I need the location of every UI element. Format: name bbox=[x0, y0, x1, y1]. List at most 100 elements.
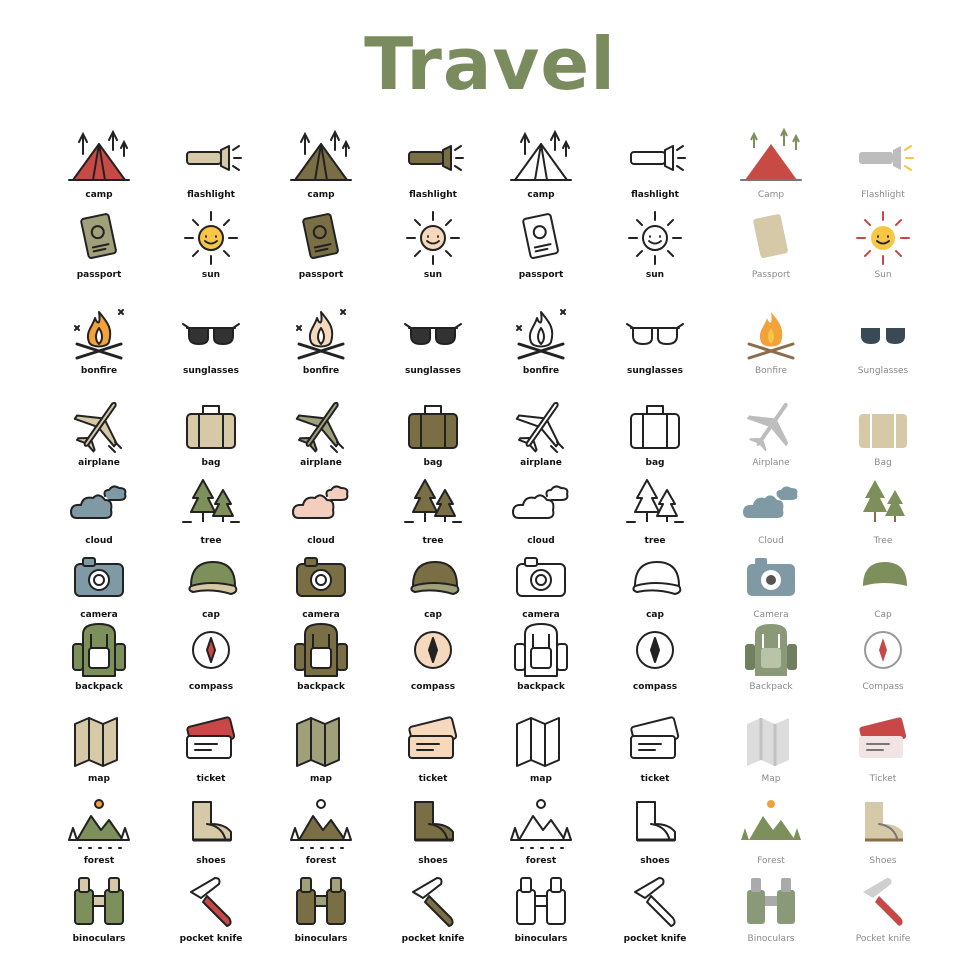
map-icon bbox=[747, 718, 789, 766]
icon-cell-passport-olive: passport bbox=[266, 208, 376, 290]
icon-cell-tree-outline: tree bbox=[600, 474, 710, 556]
icon-cell-sunglasses-colored: sunglasses bbox=[156, 304, 266, 386]
icon-label: shoes bbox=[418, 856, 448, 866]
icon-cell-binoculars-olive: binoculars bbox=[266, 872, 376, 954]
icon-label: forest bbox=[525, 856, 557, 866]
icon-cell-map-olive: map bbox=[266, 712, 376, 794]
icon-cell-shoes-outline: shoes bbox=[600, 794, 710, 876]
backpack-icon bbox=[745, 624, 797, 676]
icon-label: map bbox=[310, 774, 332, 784]
icon-label: shoes bbox=[640, 856, 670, 866]
pocket-knife-icon bbox=[190, 877, 232, 927]
icon-label: Compass bbox=[862, 682, 904, 692]
sunglasses-icon bbox=[626, 323, 684, 345]
icon-cell-flashlight-outline: flashlight bbox=[600, 128, 710, 210]
tree-icon bbox=[863, 480, 905, 522]
icon-cell-tree-flat: Tree bbox=[828, 474, 938, 556]
camp-icon bbox=[68, 129, 130, 181]
bag-icon bbox=[408, 405, 458, 449]
icon-label: Backpack bbox=[749, 682, 793, 692]
icon-label: sunglasses bbox=[183, 366, 239, 376]
icon-label: flashlight bbox=[631, 190, 679, 200]
icon-label: Cap bbox=[874, 610, 892, 620]
icon-cell-bonfire-flat: Bonfire bbox=[716, 304, 826, 386]
icon-cell-compass-colored: compass bbox=[156, 620, 266, 702]
icon-label: airplane bbox=[520, 458, 562, 468]
icon-cell-binoculars-colored: binoculars bbox=[44, 872, 154, 954]
icon-cell-ticket-olive: ticket bbox=[378, 712, 488, 794]
icon-label: forest bbox=[83, 856, 115, 866]
icon-label: bag bbox=[645, 458, 665, 468]
icon-cell-shoes-flat: Shoes bbox=[828, 794, 938, 876]
shoes-icon bbox=[636, 801, 676, 842]
icon-cell-flashlight-flat: Flashlight bbox=[828, 128, 938, 210]
icon-grid: camp flashlight camp flashlight camp fla… bbox=[44, 127, 940, 948]
cloud-icon bbox=[743, 486, 798, 518]
icon-label: Bag bbox=[874, 458, 892, 468]
cloud-icon bbox=[70, 485, 127, 519]
icon-label: shoes bbox=[196, 856, 226, 866]
icon-label: sunglasses bbox=[627, 366, 683, 376]
icon-label: bonfire bbox=[80, 366, 118, 376]
icon-label: sun bbox=[645, 270, 665, 280]
cloud-icon bbox=[512, 485, 569, 519]
icon-cell-bonfire-colored: bonfire bbox=[44, 304, 154, 386]
icon-cell-bag-flat: Bag bbox=[828, 396, 938, 478]
bonfire-icon bbox=[74, 309, 124, 360]
icon-label: tree bbox=[644, 536, 666, 546]
forest-icon bbox=[741, 800, 801, 840]
icon-label: passport bbox=[518, 270, 564, 280]
flashlight-icon bbox=[859, 145, 914, 171]
icon-label: pocket knife bbox=[401, 934, 465, 944]
icon-cell-forest-flat: Forest bbox=[716, 794, 826, 876]
icon-label: passport bbox=[298, 270, 344, 280]
bag-icon bbox=[859, 414, 907, 448]
icon-cell-bag-olive: bag bbox=[378, 396, 488, 478]
icon-label: camp bbox=[85, 190, 113, 200]
forest-icon bbox=[68, 799, 130, 849]
icon-cell-binoculars-flat: Binoculars bbox=[716, 872, 826, 954]
pocket-knife-icon bbox=[412, 877, 454, 927]
icon-cell-camp-colored: camp bbox=[44, 128, 154, 210]
icon-label: bonfire bbox=[302, 366, 340, 376]
icon-cell-backpack-colored: backpack bbox=[44, 620, 154, 702]
icon-label: bonfire bbox=[522, 366, 560, 376]
icon-cell-tree-olive: tree bbox=[378, 474, 488, 556]
icon-cell-bonfire-outline: bonfire bbox=[486, 304, 596, 386]
ticket-icon bbox=[630, 716, 680, 759]
map-icon bbox=[74, 717, 118, 767]
icon-cell-bonfire-olive: bonfire bbox=[266, 304, 376, 386]
tree-icon bbox=[626, 479, 684, 523]
backpack-icon bbox=[514, 623, 568, 677]
icon-label: Cloud bbox=[758, 536, 784, 546]
compass-icon bbox=[636, 631, 674, 669]
icon-label: cloud bbox=[85, 536, 113, 546]
camp-icon bbox=[510, 129, 572, 181]
bonfire-icon bbox=[516, 309, 566, 360]
icon-label: camera bbox=[302, 610, 340, 620]
flashlight-icon bbox=[408, 145, 464, 171]
backpack-icon bbox=[72, 623, 126, 677]
sunglasses-icon bbox=[861, 328, 905, 344]
icon-cell-ticket-colored: ticket bbox=[156, 712, 266, 794]
icon-label: Passport bbox=[751, 270, 791, 280]
icon-cell-sunglasses-outline: sunglasses bbox=[600, 304, 710, 386]
icon-label: cloud bbox=[527, 536, 555, 546]
flashlight-icon bbox=[186, 145, 242, 171]
icon-label: sunglasses bbox=[405, 366, 461, 376]
icon-cell-bag-outline: bag bbox=[600, 396, 710, 478]
icon-cell-camp-olive: camp bbox=[266, 128, 376, 210]
icon-cell-airplane-outline: airplane bbox=[486, 396, 596, 478]
icon-label: bag bbox=[423, 458, 443, 468]
cap-icon bbox=[632, 561, 682, 595]
icon-cell-forest-outline: forest bbox=[486, 794, 596, 876]
icon-label: airplane bbox=[78, 458, 120, 468]
icon-cell-backpack-flat: Backpack bbox=[716, 620, 826, 702]
shoes-icon bbox=[865, 802, 903, 842]
icon-cell-passport-colored: passport bbox=[44, 208, 154, 290]
icon-cell-sunglasses-olive: sunglasses bbox=[378, 304, 488, 386]
binoculars-icon bbox=[747, 878, 795, 924]
icon-label: backpack bbox=[297, 682, 345, 692]
icon-label: Camp bbox=[757, 190, 785, 200]
binoculars-icon bbox=[296, 877, 346, 925]
